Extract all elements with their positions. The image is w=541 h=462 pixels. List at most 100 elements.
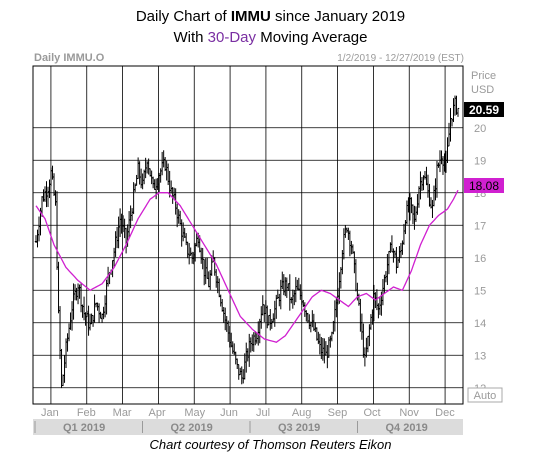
price-bars [34, 95, 460, 389]
price-bar [281, 271, 284, 290]
price-bar [381, 279, 385, 306]
y-tick-label: 16 [474, 253, 486, 265]
price-bar [88, 313, 92, 331]
price-bar [73, 284, 77, 301]
price-bar [66, 333, 69, 352]
month-label: Nov [399, 407, 419, 419]
price-bar [270, 318, 273, 329]
price-bar [64, 338, 68, 369]
price-bar [309, 321, 313, 333]
price-bar [206, 257, 209, 279]
price-axis-title: Price [471, 70, 496, 82]
price-bar [130, 208, 134, 221]
price-bar [435, 160, 439, 198]
y-tick-label: 17 [474, 220, 486, 232]
price-bar [456, 107, 460, 117]
price-bar [61, 374, 65, 387]
chart-credit: Chart courtesy of Thomson Reuters Eikon [149, 437, 392, 452]
price-bar [420, 176, 424, 191]
price-bar [67, 323, 71, 342]
month-label: Aug [292, 407, 312, 419]
price-bar [395, 246, 398, 274]
price-bar [260, 306, 263, 329]
price-bar [422, 175, 425, 191]
price-bar [222, 306, 225, 323]
price-bar [366, 335, 370, 353]
price-bar [103, 295, 107, 318]
price-bar [201, 247, 204, 270]
price-bar [139, 168, 143, 189]
price-bar [204, 258, 207, 285]
price-bar [132, 182, 135, 215]
grid-lines [33, 66, 463, 404]
price-bar [227, 320, 230, 342]
price-bar [249, 337, 252, 353]
price-bar [288, 274, 292, 311]
month-label: Sep [328, 407, 348, 419]
price-bar [102, 306, 105, 320]
price-bar [455, 95, 458, 115]
price-bar [187, 243, 191, 265]
price-bar [401, 240, 404, 255]
price-bar [333, 300, 337, 332]
price-bar [245, 342, 248, 373]
price-bar [79, 283, 83, 313]
title-prefix: Daily Chart of [135, 8, 231, 25]
title-suffix: since January 2019 [270, 8, 406, 25]
auto-scale-label: Auto [474, 390, 497, 402]
price-bar [117, 216, 120, 249]
y-tick-label: 13 [474, 350, 486, 362]
price-bar [315, 327, 319, 341]
price-bar [348, 230, 352, 257]
subtitle-ma-period: 30-Day [207, 29, 257, 46]
price-bar [323, 338, 326, 364]
price-bar [236, 358, 239, 370]
price-bar [105, 279, 108, 315]
price-bar [360, 313, 364, 340]
price-bar [97, 303, 101, 323]
price-bar [396, 256, 400, 268]
y-axis-ticks: 121314151617181920 [474, 123, 486, 395]
price-bar [362, 323, 365, 358]
price-bar [417, 186, 421, 208]
price-bar [392, 248, 395, 263]
price-bar [118, 208, 122, 237]
month-label: Oct [364, 407, 381, 419]
price-bar [228, 326, 231, 348]
price-bar [60, 348, 63, 389]
price-bar [129, 205, 132, 229]
price-bar [160, 151, 164, 176]
price-bar [308, 314, 311, 330]
price-bar [369, 314, 373, 330]
price-bar [428, 183, 431, 207]
price-bar [99, 311, 102, 319]
date-range-label: 1/2/2019 - 12/27/2019 (EST) [337, 53, 464, 64]
month-label: Jul [256, 407, 270, 419]
price-bar [294, 277, 298, 303]
price-bar [114, 231, 117, 257]
price-bar [70, 301, 74, 331]
auto-scale-button[interactable] [467, 387, 503, 403]
price-bar [290, 297, 293, 304]
price-bar [353, 251, 356, 274]
price-bar [377, 303, 380, 319]
price-bar [452, 98, 455, 123]
price-bar [186, 241, 189, 259]
month-label: Mar [113, 407, 132, 419]
price-bar [299, 284, 302, 300]
price-bar [264, 300, 267, 314]
price-bar [237, 363, 240, 380]
price-bar [291, 289, 295, 309]
price-bar [57, 261, 60, 314]
price-bar [76, 283, 80, 305]
price-bar [124, 227, 128, 254]
price-bar [279, 279, 282, 310]
price-bar [311, 310, 314, 328]
y-tick-label: 19 [474, 155, 486, 167]
price-bar [127, 211, 131, 238]
price-bar [423, 171, 427, 180]
price-bar [163, 157, 167, 172]
price-bar [75, 287, 78, 301]
price-bar [242, 369, 245, 384]
price-bar [37, 216, 41, 242]
